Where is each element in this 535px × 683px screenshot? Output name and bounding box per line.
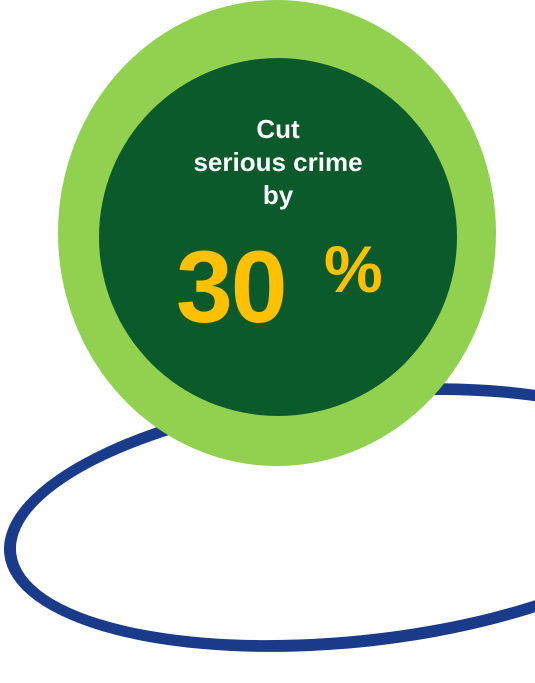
stat-value: 30 bbox=[176, 230, 287, 344]
inner-dark-circle bbox=[99, 58, 457, 416]
stat-unit: % bbox=[324, 232, 383, 306]
target-statistic: 30 % bbox=[176, 232, 426, 342]
caption-line-1: Cut bbox=[256, 114, 300, 144]
caption-line-3: by bbox=[262, 180, 294, 210]
goal-caption: Cut serious crime by bbox=[148, 113, 408, 212]
caption-line-2: serious crime bbox=[193, 147, 363, 177]
